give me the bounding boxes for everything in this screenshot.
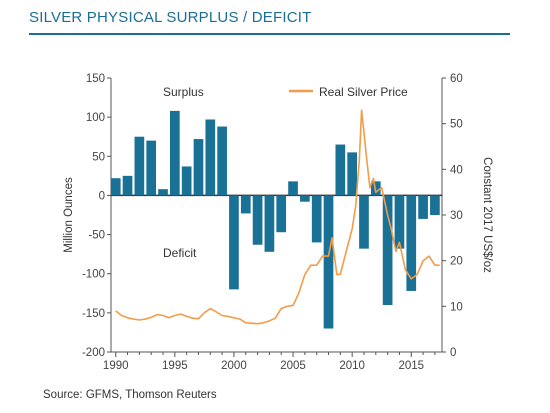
right-tick-label: 30 [450, 210, 463, 222]
bar [323, 195, 334, 329]
bar [193, 139, 204, 196]
right-tick-label: 10 [450, 301, 463, 313]
bar [418, 195, 428, 219]
x-tick-label: 1995 [162, 360, 188, 372]
bar [169, 110, 180, 196]
source-note: Source: GFMS, Thomson Reuters [43, 389, 217, 401]
right-tick-label: 60 [450, 73, 463, 85]
bar [276, 195, 287, 233]
bar [134, 136, 145, 196]
title-rule [29, 33, 510, 35]
deficit-annotation: Deficit [163, 246, 197, 260]
x-tick-label: 1990 [103, 360, 129, 372]
bar [122, 175, 133, 196]
bar [311, 195, 322, 243]
y-axis-right-label: Constant 2017 US$/oz [481, 157, 493, 273]
y-axis-left-label: Million Ounces [63, 177, 75, 253]
bar [205, 119, 216, 196]
bar [288, 181, 298, 196]
x-tick-label: 2000 [221, 360, 247, 372]
left-tick-label: -50 [88, 230, 105, 242]
left-tick-label: -100 [82, 269, 105, 281]
bar [359, 195, 369, 249]
bar [382, 195, 393, 306]
left-tick-label: 150 [86, 73, 105, 85]
right-tick-label: 50 [450, 119, 463, 131]
right-tick-label: 40 [450, 164, 463, 176]
left-tick-label: 100 [86, 112, 105, 124]
bar [430, 195, 440, 215]
left-tick-label: 50 [92, 151, 105, 163]
bar [406, 195, 417, 291]
chart-title: SILVER PHYSICAL SURPLUS / DEFICIT [29, 9, 312, 26]
bar [110, 178, 121, 196]
right-tick-label: 0 [450, 347, 456, 359]
bar [347, 152, 358, 196]
bar [240, 195, 251, 214]
bar [300, 195, 310, 202]
bar [335, 144, 346, 196]
bar [229, 195, 239, 290]
bar [217, 126, 227, 196]
bar [181, 166, 192, 196]
left-tick-label: 0 [99, 190, 105, 202]
right-tick-label: 20 [450, 256, 463, 268]
price-line [115, 109, 440, 325]
surplus-annotation: Surplus [163, 85, 204, 99]
bar [146, 140, 157, 196]
x-tick-label: 2015 [398, 360, 424, 372]
bar [252, 195, 263, 245]
bar [394, 195, 405, 249]
x-tick-label: 2010 [339, 360, 365, 372]
bar [264, 195, 275, 252]
legend-label: Real Silver Price [319, 85, 408, 99]
left-tick-label: -150 [82, 308, 105, 320]
left-tick-label: -200 [82, 347, 105, 359]
bar [158, 189, 168, 196]
x-tick-label: 2005 [280, 360, 306, 372]
